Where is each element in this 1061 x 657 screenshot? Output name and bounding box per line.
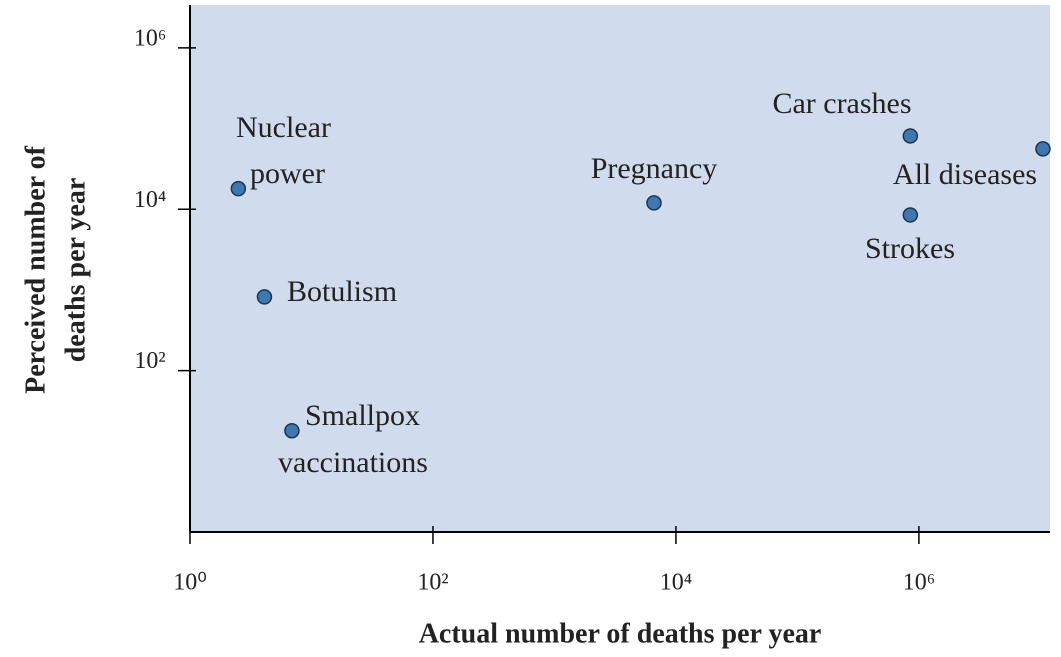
point-label: Car crashes	[772, 87, 911, 120]
x-tick-label: 10²	[417, 570, 448, 596]
y-tick-label: 10²	[134, 348, 165, 374]
x-tick-label: 10⁰	[173, 570, 207, 596]
point	[1035, 141, 1051, 157]
point	[902, 207, 919, 223]
y-axis-title: deaths per year	[60, 178, 91, 363]
point-label: Strokes	[865, 232, 955, 265]
point	[646, 195, 662, 211]
x-tick-label: 10⁴	[660, 570, 692, 596]
point-label: vaccinations	[278, 446, 428, 479]
point	[902, 128, 919, 144]
y-tick-label: 10⁴	[134, 187, 166, 213]
y-axis-title: Perceived number of	[20, 145, 51, 393]
x-tick-label: 10⁶	[903, 570, 935, 596]
x-axis-title: Actual number of deaths per year	[419, 618, 822, 649]
point-label: power	[250, 157, 325, 190]
point	[284, 422, 300, 439]
point-label: All diseases	[893, 158, 1037, 191]
plot-area	[190, 5, 1050, 532]
point-label: Botulism	[287, 275, 397, 308]
point-label: Pregnancy	[591, 152, 718, 185]
point	[230, 180, 247, 197]
point-label: Nuclear	[236, 111, 331, 144]
point	[256, 289, 273, 305]
point-label: Smallpox	[305, 399, 420, 432]
y-tick-label: 10⁶	[134, 25, 166, 51]
